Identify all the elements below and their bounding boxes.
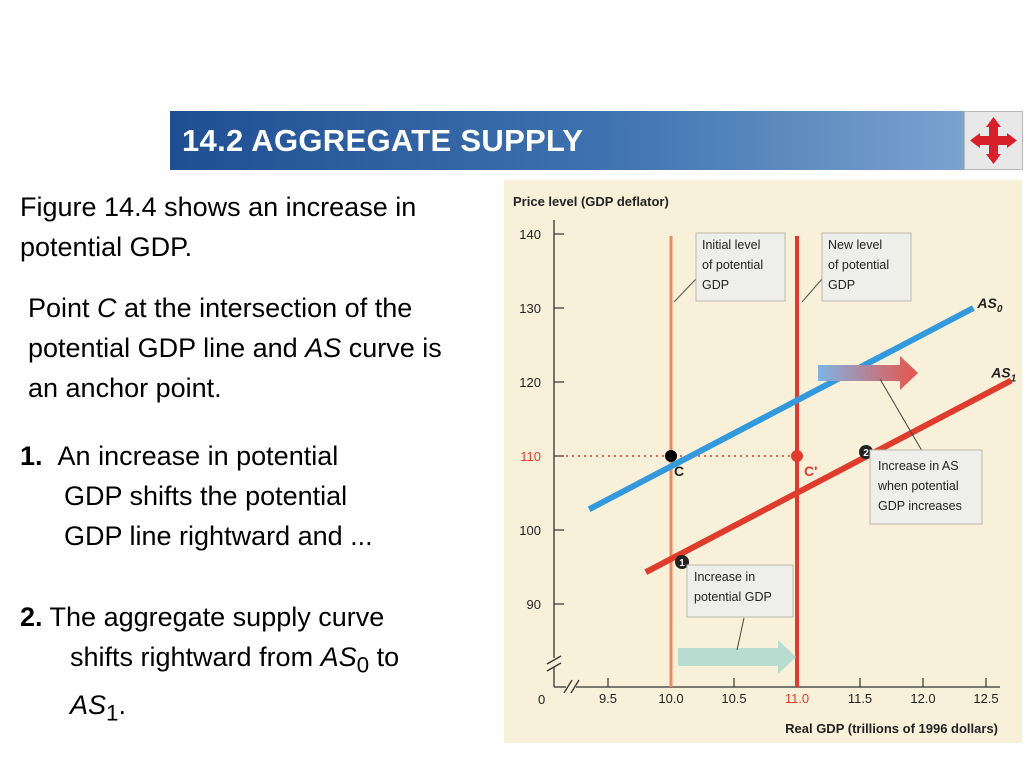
step-1-line: 1. An increase in potential: [20, 436, 480, 476]
callout-2-number: 2: [863, 448, 869, 459]
step-2-line-text: .: [118, 690, 127, 721]
as0-label: AS0: [976, 295, 1002, 315]
y-tick-label: 140: [519, 227, 541, 242]
step-1-line-text: GDP shifts the potential: [64, 481, 348, 511]
x-tick-label: 12.0: [910, 691, 935, 706]
step-2-line: AS1.: [20, 685, 500, 733]
initial-level-callout: [695, 232, 786, 302]
step-1-line-text: An increase in potential: [57, 441, 339, 471]
as0-curve: [587, 305, 975, 512]
step-2-number: 2.: [20, 602, 43, 632]
point-c-label: C: [97, 293, 117, 323]
y-tick-label: 120: [519, 375, 541, 390]
point-c-label: C: [674, 463, 684, 479]
x-tick-label: 11.5: [848, 691, 872, 706]
x-tick-label: 11.0: [785, 691, 809, 706]
origin-label: 0: [538, 692, 545, 707]
callout-1-text: Increase in potential GDP: [694, 570, 772, 604]
step-1-line-text: GDP line rightward and ...: [64, 521, 373, 551]
as-subscript: 1: [106, 700, 119, 726]
page-title: 14.2 AGGREGATE SUPPLY: [182, 123, 584, 158]
callout-1-leader: [736, 617, 745, 651]
step-1-text: 1. An increase in potential GDP shifts t…: [20, 436, 480, 556]
y-tick-label: 130: [519, 301, 541, 316]
callout-2-text: Increase in AS when potential GDP increase…: [877, 459, 962, 513]
callout-1-number: 1: [679, 558, 685, 569]
y-axis-break: [546, 655, 562, 672]
callout-2-leader: [879, 378, 926, 457]
as-subscript: 0: [356, 652, 370, 678]
as-label: AS: [70, 690, 107, 721]
x-tick-label: 10.5: [721, 691, 746, 706]
callout-1-marker: [675, 555, 689, 569]
anchor-point-text: Point C at the intersection of the poten…: [28, 288, 468, 408]
anchor-text-part: curve is an anchor point.: [28, 333, 442, 403]
potential-gdp-shift-arrow: [678, 640, 796, 674]
y-tick-label: 100: [519, 523, 541, 538]
as-label: AS: [320, 642, 357, 672]
x-tick-label: 9.5: [599, 691, 617, 706]
step-2-line-text: shifts rightward from: [70, 642, 321, 672]
x-tick-label: 10.0: [658, 691, 683, 706]
intro-text: Figure 14.4 shows an increase in potenti…: [20, 192, 417, 262]
initial-level-leader: [673, 278, 697, 303]
point-c-prime: [791, 450, 803, 462]
as-shift-chart: Price level (GDP deflator) Real GDP (tri…: [513, 194, 1017, 736]
chart-panel: Price level (GDP deflator) Real GDP (tri…: [504, 180, 1022, 743]
four-way-arrows-icon: [970, 117, 1017, 164]
as-label: AS: [305, 333, 342, 363]
y-ticks: 90 100 110 120 130 140: [519, 227, 564, 612]
as1-curve: [644, 377, 1013, 575]
y-tick-label: 110: [520, 449, 541, 464]
callout-1-box: [686, 564, 794, 618]
step-2-text: 2. The aggregate supply curve shifts rig…: [20, 597, 500, 734]
navigation-button[interactable]: [964, 111, 1023, 170]
step-2-line: shifts rightward from AS0 to: [20, 637, 500, 685]
as1-label: AS1: [990, 365, 1016, 385]
x-axis-title: Real GDP (trillions of 1996 dollars): [785, 721, 998, 736]
anchor-text-part: at the intersection of the potential GDP…: [28, 293, 413, 363]
new-level-text: New level of potential GDP: [828, 238, 889, 292]
as-shift-arrow: [818, 356, 918, 390]
initial-level-text: Initial level of potential GDP: [702, 238, 763, 292]
new-level-leader: [801, 278, 823, 303]
new-level-callout: [821, 232, 912, 302]
step-2-line-text: The aggregate supply curve: [42, 602, 385, 632]
title-banner: 14.2 AGGREGATE SUPPLY: [170, 111, 964, 170]
x-axis-break: [563, 679, 580, 694]
step-2-line: 2. The aggregate supply curve: [20, 597, 500, 637]
y-axis-title: Price level (GDP deflator): [513, 194, 669, 209]
step-2-line-text: to: [369, 642, 400, 672]
y-tick-label: 90: [527, 597, 541, 612]
anchor-text-part: Point: [28, 293, 98, 323]
x-ticks: 9.5 10.0 10.5 11.0 11.5 12.0 12.5: [599, 678, 999, 706]
point-c-prime-label: C': [804, 463, 817, 479]
callout-2-box: [869, 449, 983, 525]
x-tick-label: 12.5: [973, 691, 998, 706]
point-c: [665, 450, 677, 462]
step-1-number: 1.: [20, 441, 43, 471]
